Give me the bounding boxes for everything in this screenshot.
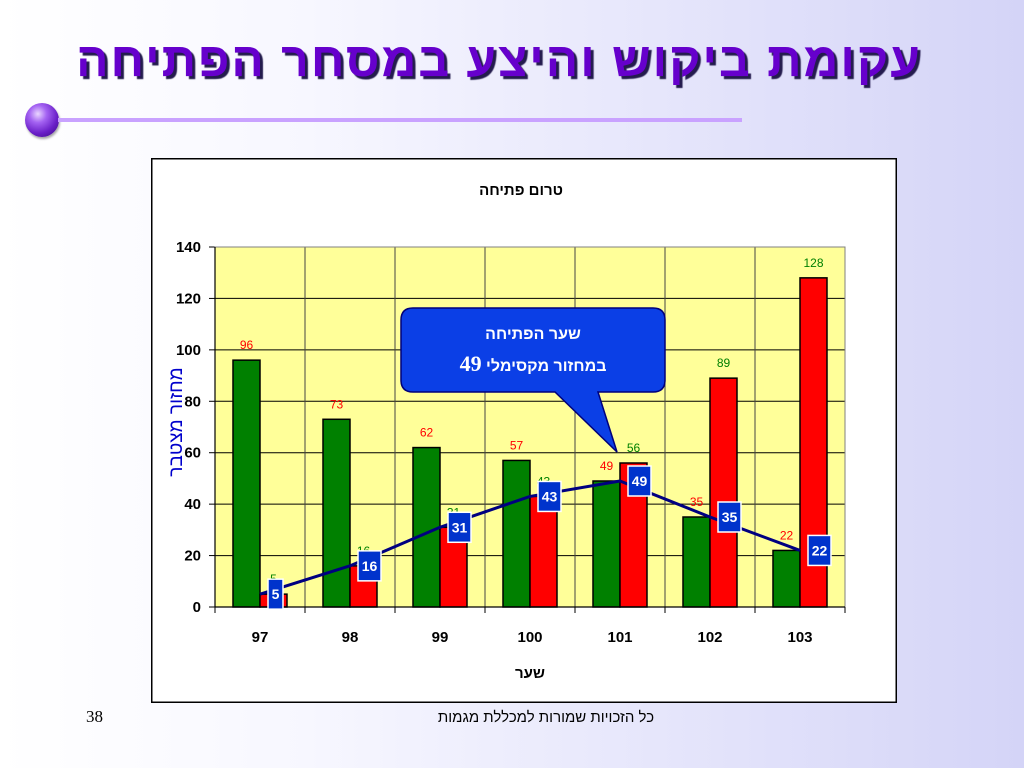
line-value-box: [537, 480, 562, 513]
bar-value-label: 49: [600, 459, 614, 473]
y-axis-label: מחזור מצטבר: [166, 367, 187, 476]
chart-canvas: 0 20 40 60 80 100 120 140 97 98 99 100 101 102 103 96 7…: [151, 158, 897, 703]
line-value-label: 49: [632, 473, 648, 489]
slide-title: עקומת ביקוש והיצע במסחר הפתיחה: [76, 33, 922, 87]
bar-value-label: 62: [420, 426, 434, 440]
bar-value-label: 22: [780, 528, 794, 542]
line-value-box: [807, 534, 832, 567]
callout-line2: במחזור מקסימלי 49: [460, 349, 607, 381]
x-tick-label: 103: [787, 629, 812, 646]
axes: 0 20 40 60 80 100 120 140 97 98 99 100 101 102 103: [176, 239, 846, 646]
page-number: 38: [86, 707, 103, 726]
x-axis-label: שער: [515, 665, 545, 682]
bar-value-label: 73: [330, 397, 344, 411]
footer-copyright: כל הזכויות שמורות למכללת מגמות: [437, 709, 655, 726]
x-tick-label: 97: [252, 629, 269, 646]
bar: [322, 418, 351, 608]
bar: [232, 359, 261, 608]
y-tick-label: 0: [193, 599, 201, 616]
x-tick-label: 100: [517, 629, 542, 646]
callout-line1: שער הפתיחה: [485, 325, 581, 343]
bar-value-label: 128: [803, 256, 823, 270]
bar: [682, 516, 711, 608]
bar-value-label: 56: [627, 441, 641, 455]
chart-title: טרום פתיחה: [479, 182, 563, 199]
line-value-box: [447, 511, 472, 544]
y-tick-label: 100: [176, 342, 201, 359]
x-tick-label: 99: [432, 629, 449, 646]
x-tick-label: 102: [697, 629, 722, 646]
line-value-label: 22: [812, 542, 828, 558]
line-value-label: 43: [542, 488, 558, 504]
y-tick-label: 60: [184, 445, 201, 462]
bar: [502, 459, 531, 608]
line-series: [259, 479, 801, 596]
line-value-label: 35: [722, 509, 738, 525]
callout-text: שער הפתיחה במחזור מקסימלי 49: [401, 308, 665, 392]
bar: [709, 377, 738, 608]
title-underline: [58, 118, 742, 122]
line-value-box: [357, 550, 382, 582]
bullet-sphere-icon: [25, 103, 59, 137]
line-value-labels: 5 16 31 43 49 35 22: [267, 465, 832, 610]
line-series-group: [259, 479, 801, 596]
y-tick-label: 140: [176, 239, 201, 256]
callout-line2-text: במחזור מקסימלי: [486, 357, 607, 375]
y-tick-label: 20: [184, 548, 201, 565]
x-tick-label: 101: [607, 629, 632, 646]
line-value-label: 5: [272, 586, 280, 602]
bar-value-label: 89: [717, 356, 731, 370]
bar: [412, 446, 441, 608]
x-tick-label: 98: [342, 629, 359, 646]
bar-value-label: 35: [690, 495, 704, 509]
y-tick-label: 120: [176, 290, 201, 307]
chart: 0 20 40 60 80 100 120 140 97 98 99 100 101 102 103 96 7…: [151, 158, 897, 703]
line-value-label: 31: [452, 519, 468, 535]
line-value-label: 16: [362, 558, 378, 574]
bar: [592, 480, 621, 608]
bar: [772, 549, 801, 608]
bar: [529, 495, 558, 608]
line-value-box: [267, 578, 284, 610]
line-value-box: [627, 465, 652, 497]
bar-value-label: 57: [510, 438, 524, 452]
callout-value: 49: [459, 350, 482, 376]
y-tick-label: 80: [184, 393, 201, 410]
callout-bubble: [400, 307, 666, 453]
y-tick-label: 40: [184, 496, 201, 513]
bar-value-label: 96: [240, 338, 254, 352]
line-value-box: [717, 501, 742, 533]
